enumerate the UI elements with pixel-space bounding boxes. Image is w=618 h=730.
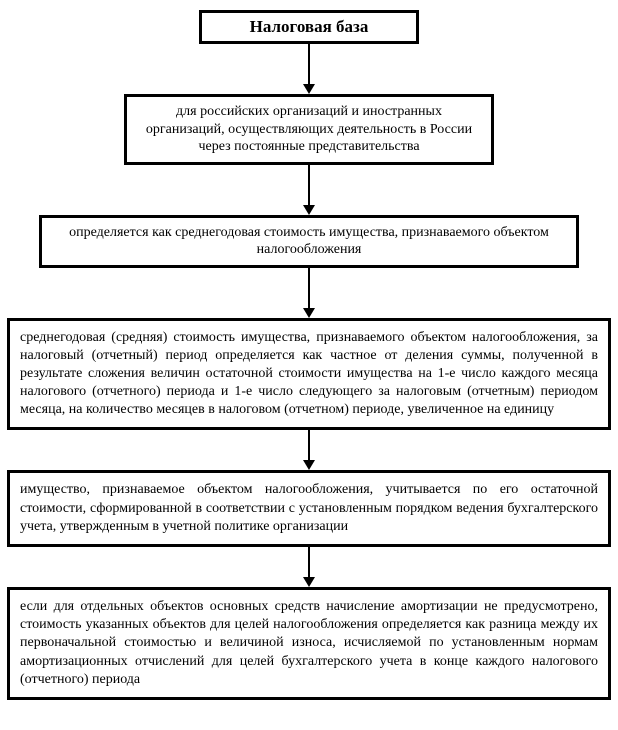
arrow-head bbox=[303, 577, 315, 587]
flowchart-container: Налоговая база для российских организаци… bbox=[6, 10, 612, 700]
arrow-line bbox=[308, 268, 310, 308]
arrow-5 bbox=[303, 547, 315, 587]
node-applicability: для российских организаций и иностранных… bbox=[124, 94, 494, 165]
arrow-line bbox=[308, 430, 310, 460]
arrow-1 bbox=[303, 44, 315, 94]
arrow-4 bbox=[303, 430, 315, 470]
arrow-line bbox=[308, 44, 310, 84]
arrow-head bbox=[303, 205, 315, 215]
arrow-2 bbox=[303, 165, 315, 215]
arrow-line bbox=[308, 165, 310, 205]
node-definition: определяется как среднегодовая стоимость… bbox=[39, 215, 579, 268]
node-avg-cost-formula: среднегодовая (средняя) стоимость имущес… bbox=[7, 318, 611, 431]
node-no-amortization: если для отдельных объектов основных сре… bbox=[7, 587, 611, 700]
arrow-head bbox=[303, 308, 315, 318]
arrow-3 bbox=[303, 268, 315, 318]
arrow-head bbox=[303, 84, 315, 94]
node-residual-value: имущество, признаваемое объектом налогоо… bbox=[7, 470, 611, 547]
arrow-head bbox=[303, 460, 315, 470]
node-title: Налоговая база bbox=[199, 10, 419, 44]
arrow-line bbox=[308, 547, 310, 577]
